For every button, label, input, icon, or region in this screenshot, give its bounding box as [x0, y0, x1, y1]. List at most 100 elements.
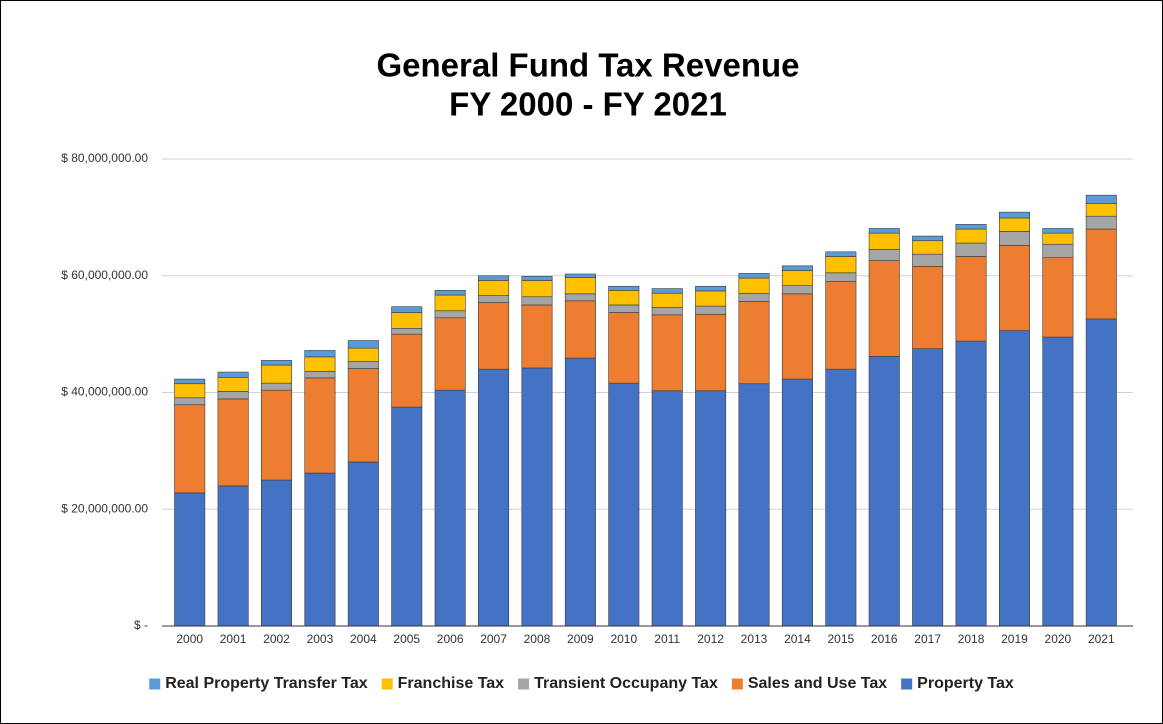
- bar-segment: [261, 389, 293, 481]
- bar-segment: [695, 313, 727, 392]
- bar-segment: [521, 367, 553, 627]
- bar-segment: [651, 314, 683, 392]
- bar-segment: [695, 390, 727, 627]
- bar-segment: [651, 390, 683, 627]
- bar-segment: [217, 371, 249, 378]
- legend-swatch: [149, 678, 161, 690]
- legend-label: Real Property Transfer Tax: [165, 675, 368, 692]
- bar-segment: [1042, 228, 1074, 234]
- bar-segment: [174, 378, 206, 385]
- bar-segment: [912, 266, 944, 350]
- bar-segment: [738, 277, 770, 294]
- bar-segment: [174, 492, 206, 627]
- bar-segment: [391, 406, 423, 627]
- bar-segment: [1042, 257, 1074, 338]
- bar-segment: [478, 302, 510, 370]
- bar-segment: [955, 242, 987, 257]
- bar-segment: [998, 330, 1030, 627]
- bar-segment: [521, 296, 553, 306]
- bar-segment: [217, 485, 249, 627]
- bar-segment: [912, 240, 944, 255]
- bar-segment: [868, 228, 900, 234]
- bar-segment: [521, 304, 553, 369]
- x-tick-label: 2013: [741, 632, 768, 646]
- bar-segment: [955, 340, 987, 627]
- bar-segment: [825, 256, 857, 274]
- bar-segment: [998, 231, 1030, 246]
- bar-segment: [564, 293, 596, 302]
- bar-segment: [174, 397, 206, 406]
- bar-segment: [478, 368, 510, 627]
- bar-segment: [347, 347, 379, 362]
- bar-segment: [434, 294, 466, 312]
- bar-segment: [998, 245, 1030, 331]
- bar-segment: [695, 290, 727, 307]
- bar-segment: [608, 290, 640, 306]
- bar-segment: [304, 377, 336, 474]
- bar-segment: [912, 348, 944, 627]
- bar-segment: [1042, 336, 1074, 627]
- bar-segment: [608, 304, 640, 313]
- x-tick-label: 2008: [524, 632, 551, 646]
- bar-segment: [521, 280, 553, 298]
- bar-segment: [781, 270, 813, 286]
- bar-segment: [347, 340, 379, 349]
- bar-segment: [1085, 215, 1117, 230]
- bar-segment: [738, 273, 770, 279]
- bar-segment: [998, 211, 1030, 219]
- x-tick-label: 2015: [827, 632, 854, 646]
- bar-segment: [868, 356, 900, 627]
- bar-segment: [564, 273, 596, 278]
- legend-label: Franchise Tax: [398, 675, 505, 692]
- bar-segment: [261, 479, 293, 627]
- bar-segment: [695, 305, 727, 315]
- x-tick-label: 2011: [654, 632, 680, 646]
- x-tick-label: 2010: [610, 632, 637, 646]
- x-tick-label: 2003: [307, 632, 334, 646]
- bar-segment: [998, 217, 1030, 232]
- bar-segment: [564, 357, 596, 627]
- y-tick-label: $ 60,000,000.00: [61, 268, 148, 282]
- bar-segment: [304, 472, 336, 627]
- bar-segment: [651, 292, 683, 308]
- bar-segment: [651, 306, 683, 316]
- bar-segment: [174, 404, 206, 494]
- bar-segment: [174, 383, 206, 399]
- y-tick-label: $ 80,000,000.00: [61, 151, 148, 165]
- bar-segment: [868, 232, 900, 250]
- bar-segment: [825, 281, 857, 370]
- legend-swatch: [518, 678, 530, 690]
- bar-segment: [868, 249, 900, 261]
- x-tick-label: 2017: [914, 632, 941, 646]
- bar-segment: [564, 277, 596, 295]
- bar-segment: [608, 285, 640, 291]
- bar-segment: [825, 272, 857, 282]
- bar-segment: [217, 377, 249, 392]
- bar-segment: [781, 378, 813, 627]
- bar-segment: [738, 301, 770, 385]
- bar-segment: [391, 306, 423, 313]
- legend-swatch: [731, 678, 743, 690]
- y-tick-label: $ 20,000,000.00: [61, 501, 148, 515]
- x-tick-label: 2012: [697, 632, 724, 646]
- x-tick-label: 2001: [220, 632, 247, 646]
- bar-segment: [868, 260, 900, 357]
- bar-segment: [261, 382, 293, 391]
- x-tick-label: 2018: [958, 632, 985, 646]
- bar-segment: [781, 265, 813, 271]
- bar-segment: [955, 224, 987, 230]
- bar-segment: [347, 461, 379, 627]
- x-tick-label: 2002: [263, 632, 290, 646]
- bar-segment: [912, 235, 944, 242]
- bar-segment: [434, 389, 466, 627]
- bar-segment: [1042, 232, 1074, 245]
- legend-label: Sales and Use Tax: [748, 675, 887, 692]
- y-tick-label: $ 40,000,000.00: [61, 385, 148, 399]
- bar-segment: [261, 360, 293, 366]
- bar-segment: [478, 275, 510, 281]
- bar-segment: [261, 364, 293, 384]
- bar-segment: [738, 292, 770, 302]
- bar-segment: [521, 276, 553, 281]
- legend-label: Transient Occupany Tax: [534, 675, 718, 692]
- legend-label: Property Tax: [917, 675, 1014, 692]
